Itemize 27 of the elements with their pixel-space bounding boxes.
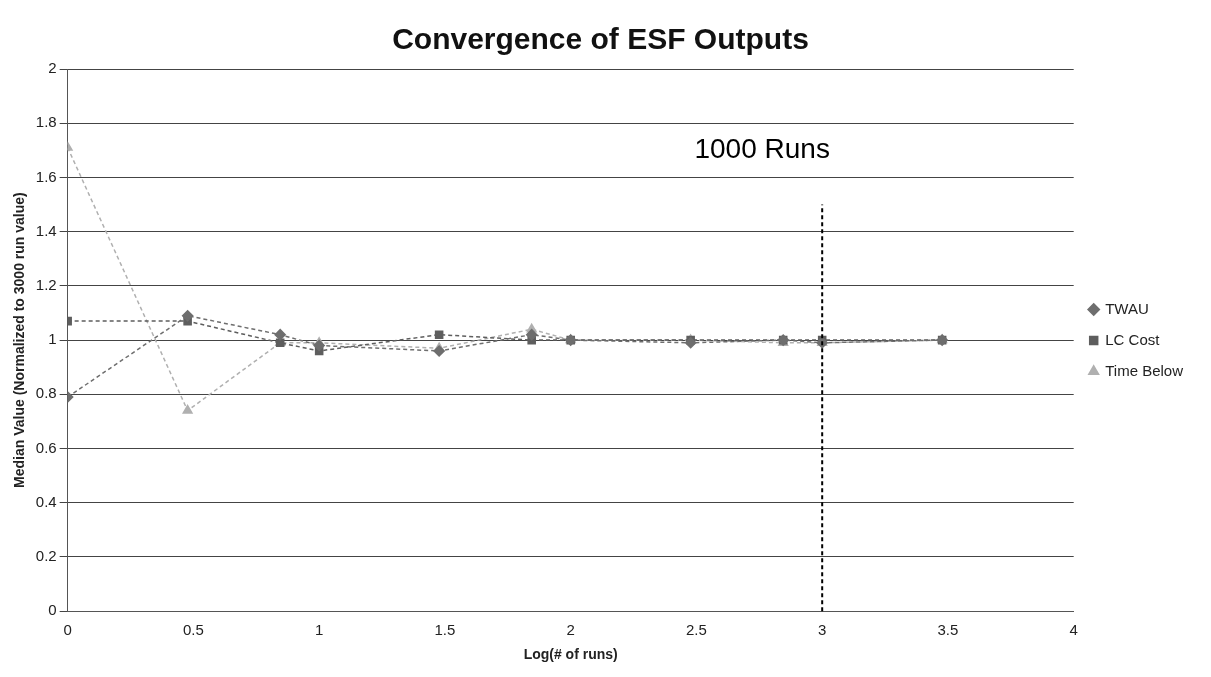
y-tick-label: 1.6 bbox=[35, 167, 57, 185]
y-tick-label: 2 bbox=[48, 59, 57, 77]
x-tick-label: 2 bbox=[566, 621, 575, 639]
legend-label: TWAU bbox=[1105, 299, 1149, 317]
x-tick-label: 3.5 bbox=[937, 621, 959, 639]
legend-label: Time Below bbox=[1105, 361, 1184, 379]
x-tick-label: 1.5 bbox=[434, 621, 456, 639]
y-tick-label: 0.6 bbox=[35, 438, 57, 456]
legend-label: LC Cost bbox=[1105, 330, 1161, 348]
x-axis-title: Log(# of runs) bbox=[523, 646, 618, 663]
y-tick-label: 1.8 bbox=[35, 113, 57, 131]
y-tick-label: 0.8 bbox=[35, 384, 57, 402]
y-tick-label: 1.2 bbox=[35, 276, 57, 294]
x-tick-label: 3 bbox=[818, 621, 827, 639]
y-tick-label: 1 bbox=[48, 330, 57, 348]
chart-title: Convergence of ESF Outputs bbox=[392, 22, 809, 56]
y-tick-label: 0.4 bbox=[35, 492, 57, 510]
y-tick-label: 0.2 bbox=[35, 547, 57, 565]
x-tick-label: 4 bbox=[1069, 621, 1078, 639]
x-tick-label: 2.5 bbox=[686, 621, 707, 639]
y-tick-label: 1.4 bbox=[35, 221, 57, 239]
ref-line-label: 1000 Runs bbox=[694, 133, 830, 165]
y-axis-title: Median Value (Normalized to 3000 run value) bbox=[11, 192, 28, 488]
x-tick-label: 1 bbox=[314, 621, 324, 639]
x-tick-label: 0 bbox=[63, 621, 72, 639]
y-tick-label: 0 bbox=[48, 601, 57, 619]
x-tick-label: 0.5 bbox=[182, 621, 204, 639]
